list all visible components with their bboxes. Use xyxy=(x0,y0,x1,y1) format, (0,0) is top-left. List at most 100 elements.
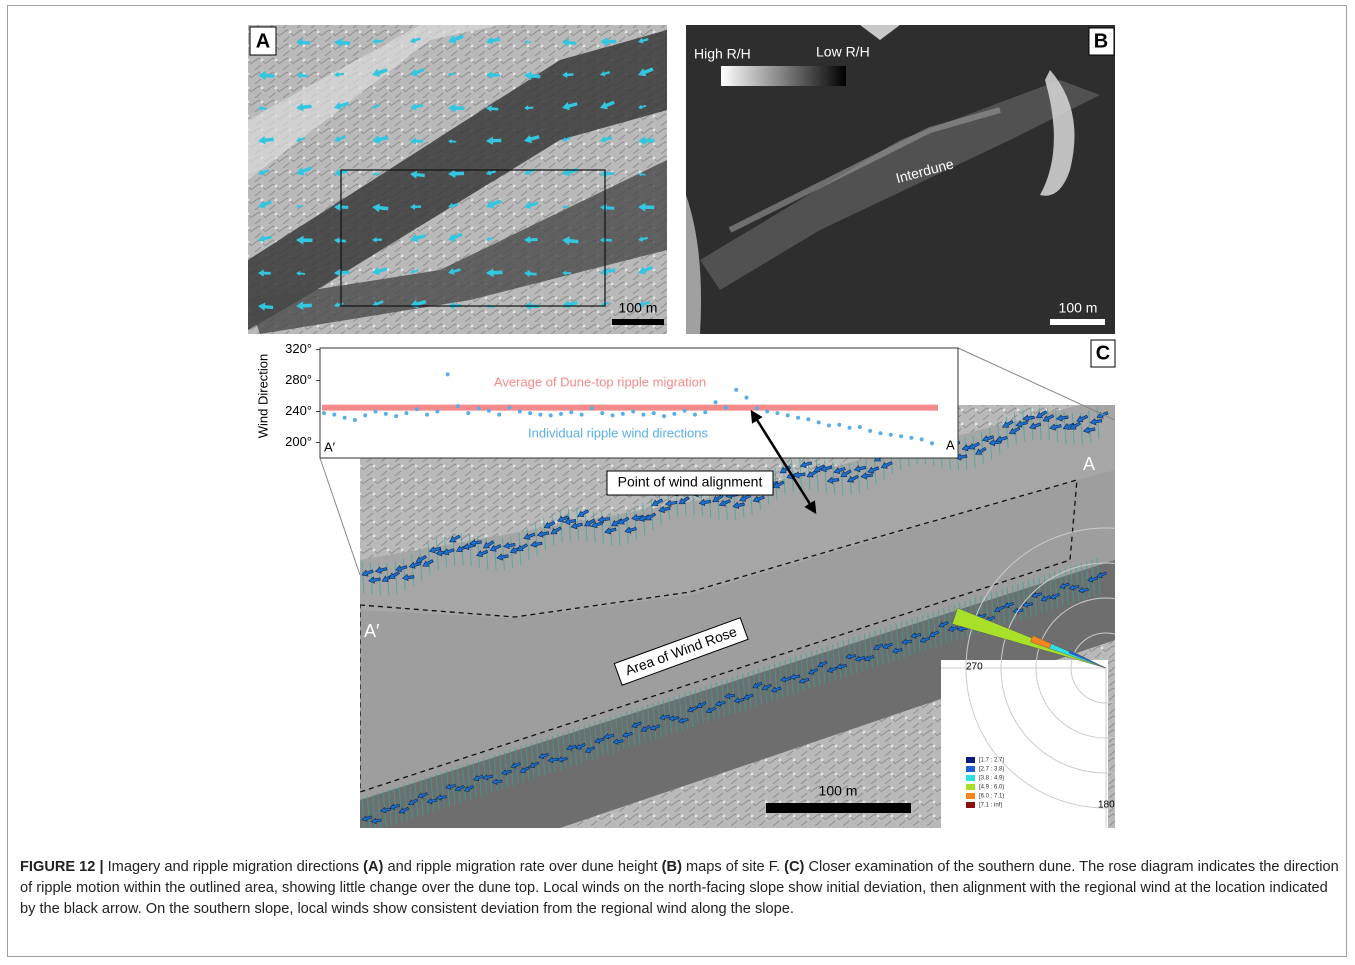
data-point xyxy=(899,434,903,438)
data-point xyxy=(487,409,491,413)
data-point xyxy=(858,425,862,429)
data-point xyxy=(786,413,790,417)
data-point xyxy=(796,416,800,420)
y-tick-label: 320° xyxy=(285,341,312,356)
scale-label: 100 m xyxy=(1059,300,1098,316)
data-point xyxy=(755,406,759,410)
data-point xyxy=(662,414,666,418)
panel-label: C xyxy=(1096,342,1110,364)
data-point xyxy=(466,411,470,415)
caption-part: maps of site F. xyxy=(682,859,784,875)
data-point xyxy=(384,412,388,416)
connector xyxy=(320,458,360,575)
y-tick-label: 280° xyxy=(285,372,312,387)
data-point xyxy=(446,372,450,376)
scale-label: 100 m xyxy=(819,783,858,799)
caption-part: Imagery and ripple migration directions xyxy=(104,859,364,875)
data-point xyxy=(435,410,439,414)
data-point xyxy=(909,436,913,440)
end-label: A′ xyxy=(364,621,380,641)
data-point xyxy=(518,410,522,414)
data-point xyxy=(374,410,378,414)
y-tick-label: 240° xyxy=(285,403,312,418)
scale-bar xyxy=(612,319,664,325)
data-point xyxy=(569,410,573,414)
panel-a: 100 m A xyxy=(248,25,667,334)
data-point xyxy=(538,413,542,417)
data-point xyxy=(672,412,676,416)
data-point xyxy=(631,410,635,414)
data-point xyxy=(497,413,501,417)
data-point xyxy=(641,413,645,417)
data-point xyxy=(477,406,481,410)
figure: 100 m A High R/H Low R/H Interdune 100 m… xyxy=(0,0,1355,850)
y-tick-label: 200° xyxy=(285,434,312,449)
rose-angle: 270 xyxy=(966,662,983,673)
data-point xyxy=(559,412,563,416)
legend-label: [7.1 : inf) xyxy=(979,803,1002,809)
data-point xyxy=(621,412,625,416)
caption-part: (B) xyxy=(662,859,682,875)
data-point xyxy=(806,417,810,421)
legend-swatch xyxy=(966,802,975,808)
data-point xyxy=(693,413,697,417)
data-point xyxy=(878,431,882,435)
rh-legend xyxy=(721,66,846,86)
legend-label: [1.7 : 2.7) xyxy=(979,758,1004,764)
data-point xyxy=(343,416,347,420)
data-point xyxy=(600,411,604,415)
data-point xyxy=(425,413,429,417)
data-point xyxy=(549,413,553,417)
data-point xyxy=(724,406,728,410)
data-point xyxy=(683,409,687,413)
data-point xyxy=(611,413,615,417)
scale-bar xyxy=(766,803,911,813)
panel-b: High R/H Low R/H Interdune 100 m B xyxy=(686,25,1115,334)
data-point xyxy=(590,406,594,410)
caption-part: FIGURE 12 | xyxy=(20,859,104,875)
legend-low: Low R/H xyxy=(816,44,870,60)
end-label: A xyxy=(946,437,955,452)
data-point xyxy=(714,400,718,404)
data-point xyxy=(353,418,357,422)
data-point xyxy=(889,433,893,437)
scale-label: 100 m xyxy=(619,300,658,316)
data-point xyxy=(528,411,532,415)
legend-label: [2.7 : 3.8) xyxy=(979,767,1004,773)
caption-part: (A) xyxy=(363,859,383,875)
points-label: Individual ripple wind directions xyxy=(528,425,708,440)
data-point xyxy=(404,411,408,415)
data-point xyxy=(652,411,656,415)
rose-angle: 180 xyxy=(1098,800,1115,811)
data-point xyxy=(920,437,924,441)
legend-swatch xyxy=(966,775,975,781)
legend-label: [6.0 : 7.1) xyxy=(979,794,1004,800)
legend-swatch xyxy=(966,793,975,799)
legend-swatch xyxy=(966,757,975,763)
data-point xyxy=(765,410,769,414)
data-point xyxy=(332,413,336,417)
panel-label: A xyxy=(256,30,270,52)
callout: Point of wind alignment xyxy=(618,474,763,490)
caption-part: and ripple migration rate over dune heig… xyxy=(383,859,661,875)
legend-label: [3.8 : 4.9) xyxy=(979,776,1004,782)
data-point xyxy=(848,426,852,430)
y-axis-title: Wind Direction xyxy=(255,354,270,439)
data-point xyxy=(775,411,779,415)
legend-high: High R/H xyxy=(694,46,751,62)
data-point xyxy=(394,414,398,418)
data-point xyxy=(734,388,738,392)
data-point xyxy=(363,413,367,417)
data-point xyxy=(415,407,419,411)
data-point xyxy=(580,413,584,417)
legend-swatch xyxy=(966,784,975,790)
panel-c: 100 m A A′ Area of Wind Rose 270180[1.7 … xyxy=(360,400,1246,834)
data-point xyxy=(827,423,831,427)
panel-label: B xyxy=(1094,30,1108,52)
data-point xyxy=(703,410,707,414)
data-point xyxy=(507,406,511,410)
caption: FIGURE 12 | Imagery and ripple migration… xyxy=(20,857,1340,920)
scale-bar xyxy=(1050,319,1105,325)
data-point xyxy=(868,429,872,433)
data-point xyxy=(456,404,460,408)
